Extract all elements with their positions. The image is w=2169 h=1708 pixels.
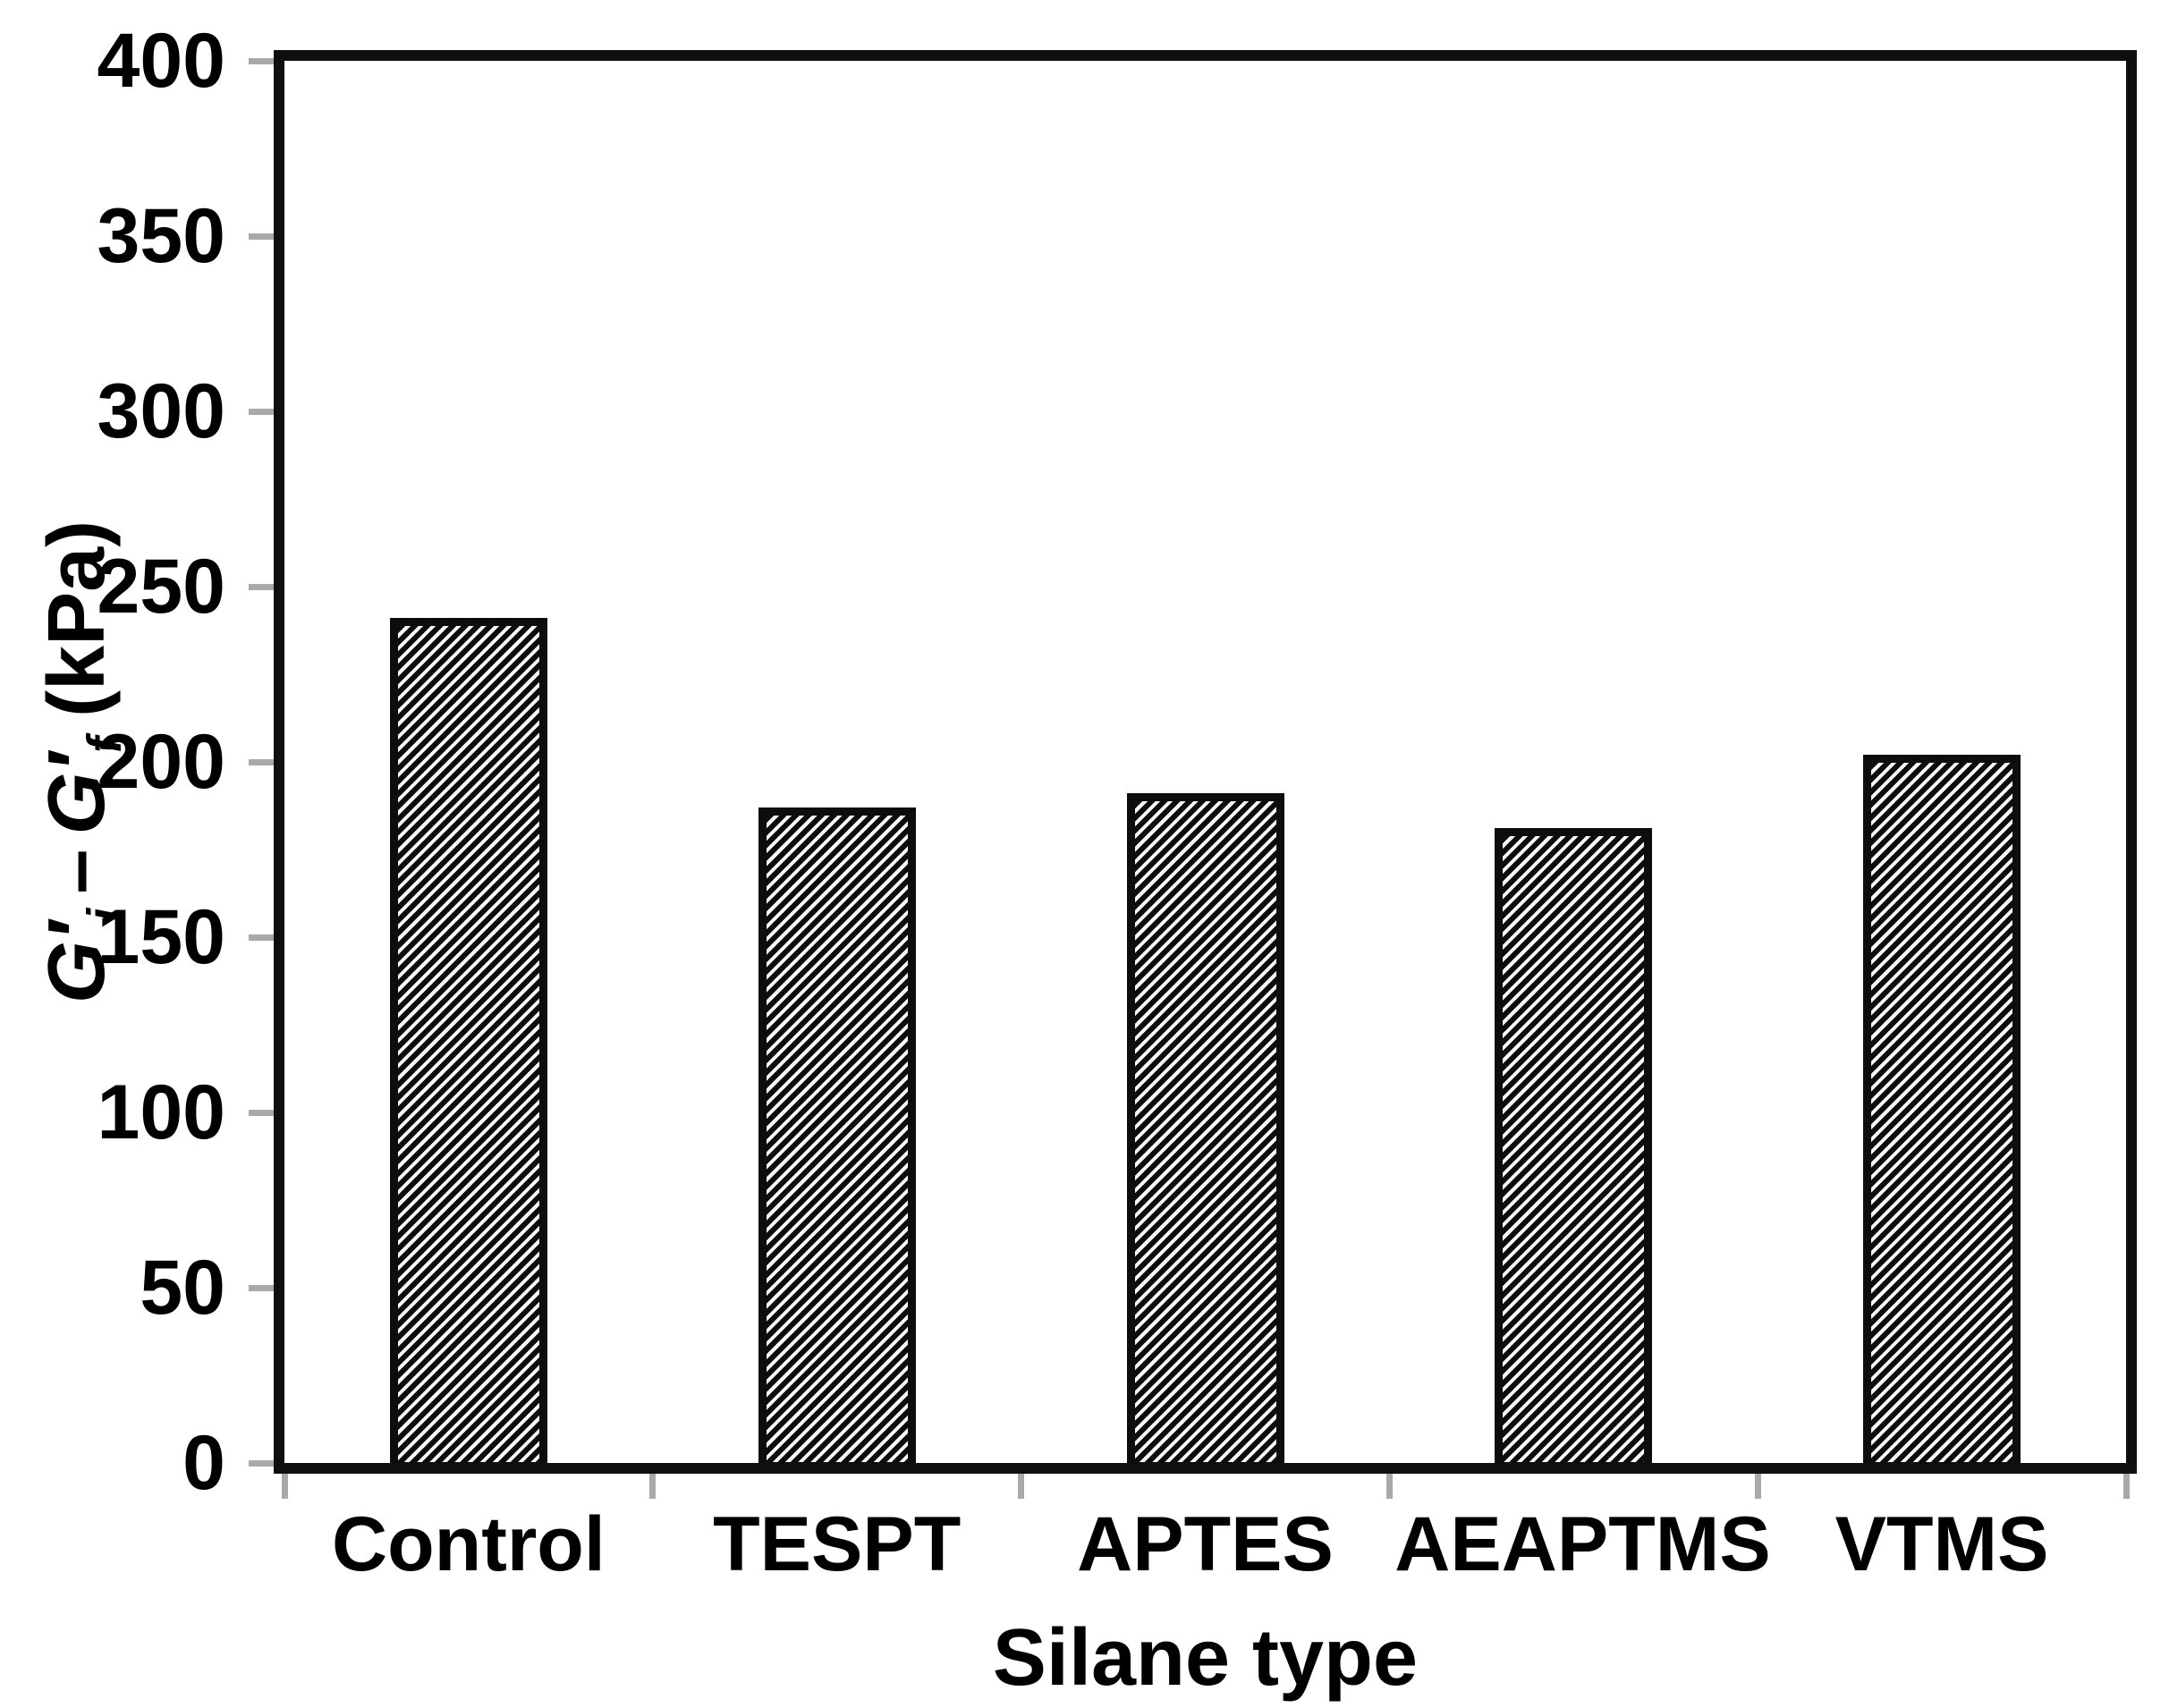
bar-vtms [1863, 755, 2021, 1470]
y-tick-mark [249, 1284, 274, 1291]
y-tick-mark [249, 1109, 274, 1116]
y-tick-mark [249, 1459, 274, 1467]
plot-area-frame [274, 50, 2137, 1474]
x-tick-mark [1754, 1474, 1761, 1499]
x-tick-mark [1018, 1474, 1025, 1499]
y-tick-label: 250 [97, 544, 226, 630]
category-label: VTMS [1834, 1501, 2049, 1587]
y-tick-label: 400 [97, 18, 226, 104]
category-label: Control [332, 1501, 606, 1587]
y-tick-mark [249, 233, 274, 240]
y-tick-label: 350 [97, 193, 226, 279]
x-axis-title: Silane type [992, 1613, 1419, 1703]
x-tick-mark [2122, 1474, 2130, 1499]
y-tick-mark [249, 408, 274, 415]
bar-control [389, 618, 547, 1470]
category-label: TESPT [713, 1501, 962, 1587]
bar-tespt [758, 807, 916, 1470]
y-tick-label: 50 [140, 1245, 225, 1331]
y-tick-label: 150 [97, 894, 226, 980]
category-label: AEAPTMS [1394, 1501, 1771, 1587]
y-tick-mark [249, 57, 274, 64]
x-tick-mark [1385, 1474, 1393, 1499]
bar-aeaptms [1495, 828, 1653, 1470]
x-tick-mark [649, 1474, 657, 1499]
y-tick-mark [249, 583, 274, 590]
x-tick-mark [281, 1474, 288, 1499]
y-tick-label: 0 [182, 1420, 225, 1506]
category-label: APTES [1077, 1501, 1334, 1587]
y-tick-mark [249, 934, 274, 941]
y-tick-mark [249, 758, 274, 765]
y-tick-label: 100 [97, 1070, 226, 1155]
y-tick-label: 300 [97, 368, 226, 454]
y-tick-label: 200 [97, 719, 226, 805]
